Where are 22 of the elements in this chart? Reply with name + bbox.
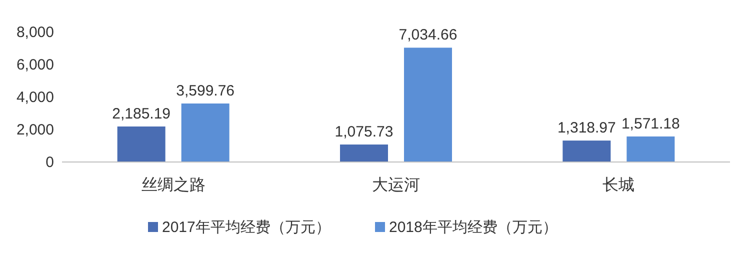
x-tick-label: 长城 [602, 176, 635, 194]
bar [404, 48, 452, 162]
bar [340, 144, 388, 162]
data-label: 3,599.76 [176, 82, 235, 100]
y-tick-label: 4,000 [16, 89, 54, 106]
data-label: 1,075.73 [334, 124, 394, 141]
data-label: 2,185.19 [112, 105, 171, 122]
y-tick-label: 6,000 [16, 56, 54, 74]
data-label: 1,571.18 [621, 115, 680, 132]
bar [562, 140, 611, 162]
legend-label: 2018年平均经费（万元） [389, 219, 558, 236]
legend-label: 2017年平均经费（万元） [162, 219, 330, 236]
y-tick-label: 2,000 [16, 122, 54, 138]
bar [626, 136, 675, 162]
data-label: 1,318.97 [557, 120, 616, 137]
y-tick-label: 0 [46, 154, 54, 171]
x-tick-label: 大运河 [372, 176, 420, 194]
bar [117, 126, 166, 162]
data-label: 7,034.66 [398, 26, 458, 44]
bar [181, 104, 230, 162]
y-tick-label: 8,000 [16, 24, 54, 41]
x-tick-label: 丝绸之路 [141, 176, 206, 194]
